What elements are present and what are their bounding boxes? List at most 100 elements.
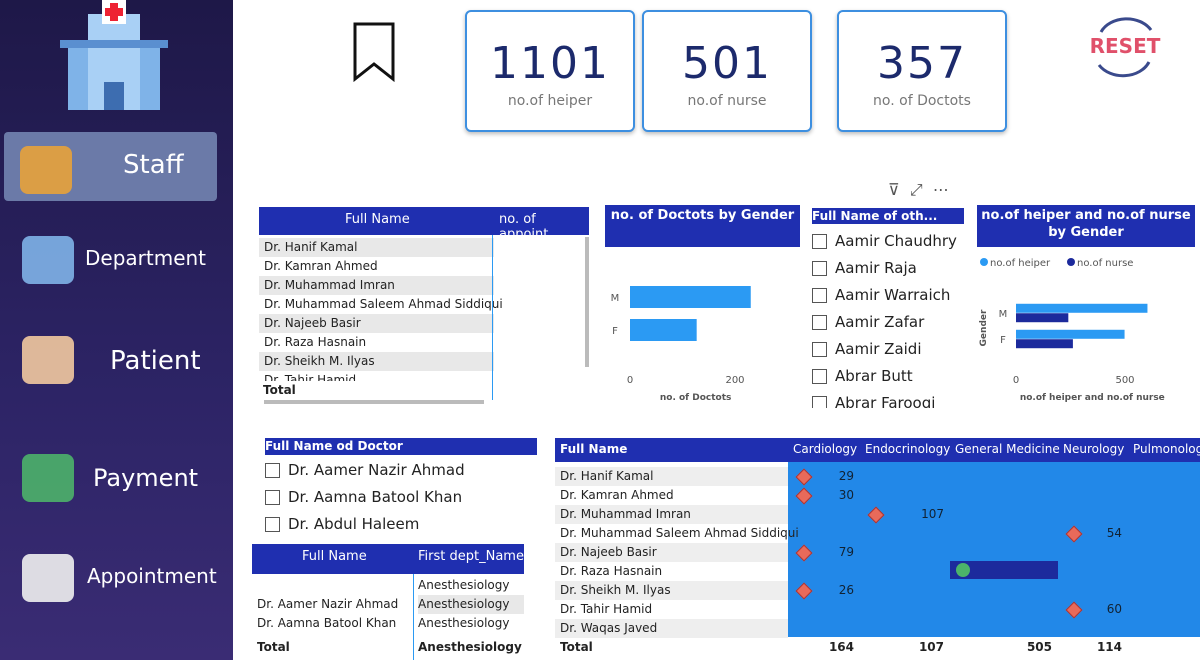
kpi-label: no.of nurse [687, 93, 767, 109]
bar [1016, 303, 1148, 313]
matrix-row-name: Dr. Tahir Hamid [555, 600, 788, 619]
slicer-item[interactable]: Abrar Farooqi [812, 390, 967, 408]
y-tick-label: F [612, 326, 618, 337]
checkbox [265, 490, 280, 505]
nav-item[interactable]: Appointment [87, 564, 217, 588]
slicer-label: Dr. Aamna Batool Khan [288, 488, 463, 506]
column-divider [492, 235, 493, 400]
legend-label: no.of nurse [1077, 258, 1133, 269]
slicer-item[interactable]: Aamir Zafar [812, 309, 967, 336]
sidebar: Staff Department Patient Payment Appointment [0, 0, 233, 660]
x-axis-title: no. of Doctots [660, 393, 732, 403]
kpi-card: 357 no. of Doctots [837, 10, 1007, 132]
matrix-header [555, 438, 1200, 462]
part [104, 82, 124, 110]
nav-icon [22, 336, 74, 384]
reset-label[interactable]: RESET [1090, 34, 1161, 58]
column-header: no. of appoint [499, 212, 549, 242]
column-header: Pulmonology [1133, 442, 1200, 456]
slicer-title: Full Name of oth... [812, 208, 964, 224]
matrix-total: Total [555, 638, 788, 657]
kpi-label: no. of Doctots [873, 93, 971, 109]
kpi-card: 1101 no.of heiper [465, 10, 635, 132]
cell-value: 54 [1106, 526, 1122, 540]
nav-item[interactable]: Staff [123, 150, 184, 180]
status-dot [956, 563, 970, 577]
x-axis-title: no.of heiper and no.of nurse [1020, 393, 1165, 403]
slicer-label: Dr. Aamer Nazir Ahmad [288, 461, 465, 479]
slicer-item[interactable]: Aamir Warraich [812, 282, 967, 309]
total-value: 107 [918, 640, 944, 654]
slicer-item[interactable]: Dr. Aamer Nazir Ahmad [265, 457, 540, 484]
nav-icon [22, 236, 74, 284]
nav-item[interactable]: Department [85, 246, 207, 270]
slicer-label: Aamir Chaudhry [835, 232, 957, 250]
matrix-row-name: Dr. Sheikh M. Ilyas [555, 581, 788, 600]
x-tick-label: 0 [1013, 375, 1019, 386]
slicer-item[interactable]: Dr. Aamna Batool Khan [265, 484, 540, 511]
kpi-value: 501 [682, 38, 772, 89]
table-cell: Anesthesiology [418, 595, 524, 614]
table-cell: Dr. Aamna Batool Khan [257, 616, 397, 630]
column-header: Endocrinology [865, 442, 951, 456]
chart-title: no.of heiper and no.of nurse by Gender [977, 205, 1195, 247]
kpi-card: 501 no.of nurse [642, 10, 812, 132]
kpi-value: 1101 [490, 38, 610, 89]
slicer-item[interactable]: Aamir Zaidi [812, 336, 967, 363]
matrix-row-name: Dr. Najeeb Basir [555, 543, 788, 562]
data-bar [950, 561, 1058, 579]
nav-item[interactable]: Patient [110, 346, 201, 376]
legend-marker [980, 258, 988, 266]
column-header: General Medicine [955, 442, 1060, 456]
bar [1016, 313, 1069, 323]
slicer-item[interactable]: Aamir Raja [812, 255, 967, 282]
table-row: Dr. Sheikh M. Ilyas [259, 352, 494, 371]
nav-icon [20, 146, 72, 194]
dept-table: Full Name First dept_Name Anesthesiology Dr… [252, 544, 524, 660]
table-total: Total [263, 381, 493, 400]
matrix-row-name: Dr. Muhammad Saleem Ahmad Siddiqui [555, 524, 799, 543]
nav-icon [22, 454, 74, 502]
table-cell: Dr. Aamer Nazir Ahmad [257, 597, 399, 611]
nav-icon [22, 554, 74, 602]
slicer-label: Aamir Zafar [835, 313, 925, 331]
column-header: Full Name [560, 442, 628, 456]
checkbox [812, 369, 827, 384]
legend-marker [1067, 258, 1075, 266]
checkbox [812, 261, 827, 276]
scrollbar [585, 237, 589, 367]
doctor-slicer: Full Name od Doctor Dr. Aamer Nazir Ahmad… [265, 438, 540, 538]
total-value: 505 [1026, 640, 1052, 654]
checkbox [812, 315, 827, 330]
slicer-item[interactable]: Aamir Chaudhry [812, 228, 967, 255]
checkbox [812, 342, 827, 357]
slicer-item[interactable]: Abrar Butt [812, 363, 967, 390]
table-header: Full Name First dept_Name [252, 544, 524, 574]
matrix-row-name: Dr. Raza Hasnain [555, 562, 788, 581]
slicer-label: Aamir Zaidi [835, 340, 922, 358]
x-tick-label: 200 [725, 375, 744, 386]
nav-item[interactable]: Payment [93, 464, 199, 492]
doctor-table: Full Name no. of appoint Dr. Hanif Kamal Dr… [259, 207, 589, 405]
table-header: Full Name no. of appoint [259, 207, 589, 242]
checkbox [812, 288, 827, 303]
visual-toolbar[interactable]: ⊽ ⤢ ⋯ [888, 180, 949, 199]
y-tick-label: M [611, 293, 620, 304]
slicer-label: Abrar Farooqi [835, 394, 936, 408]
bar [1016, 329, 1125, 339]
column-header: Full Name [345, 212, 410, 227]
cell-value: 79 [838, 545, 854, 559]
matrix-row-name: Dr. Hanif Kamal [555, 467, 788, 486]
slicer-label: Aamir Warraich [835, 286, 951, 304]
slicer-item[interactable]: Dr. Abdul Haleem [265, 511, 540, 538]
checkbox [265, 463, 280, 478]
total-value: 164 [828, 640, 854, 654]
bookmark-icon[interactable] [353, 22, 395, 82]
bar [630, 286, 751, 308]
part [1097, 61, 1151, 78]
checkbox [265, 517, 280, 532]
reset-button[interactable]: RESET [1085, 10, 1165, 85]
table-row: Dr. Raza Hasnain [259, 333, 494, 352]
x-tick-label: 500 [1115, 375, 1134, 386]
chart-title: no. of Doctots by Gender [605, 205, 800, 247]
